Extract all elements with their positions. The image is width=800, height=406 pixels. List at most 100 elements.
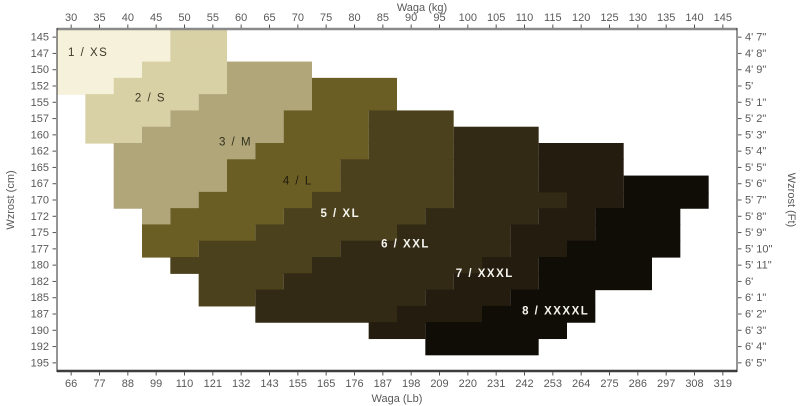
left-tick-label: 150 — [31, 64, 49, 76]
bottom-tick-label: 275 — [600, 378, 618, 390]
left-tick-label: 195 — [31, 357, 49, 369]
size-region-xxxl — [538, 208, 596, 226]
right-tick-label: 5' 8" — [745, 211, 766, 223]
bottom-tick-label: 88 — [122, 378, 134, 390]
size-region-xl — [170, 257, 312, 274]
size-region-l — [142, 224, 256, 242]
top-tick-label: 135 — [657, 12, 675, 24]
size-region-m — [142, 126, 284, 144]
size-region-xl — [198, 240, 341, 258]
bottom-tick-label: 308 — [685, 378, 703, 390]
size-region-l — [198, 191, 312, 209]
size-region-xxxl — [453, 273, 539, 291]
left-tick-label: 147 — [31, 48, 49, 60]
bottom-tick-label: 264 — [572, 378, 590, 390]
top-tick-label: 105 — [487, 12, 505, 24]
top-tick-label: 85 — [377, 12, 389, 24]
top-tick-label: 75 — [320, 12, 332, 24]
left-tick-label: 165 — [31, 162, 49, 174]
size-region-xs — [57, 45, 171, 63]
top-tick-label: 45 — [150, 12, 162, 24]
size-region-xxxxl — [623, 191, 709, 209]
right-tick-label: 6' 3" — [745, 325, 766, 337]
size-region-l — [227, 159, 341, 177]
size-region-xxl — [453, 159, 539, 177]
top-tick-label: 80 — [348, 12, 360, 24]
size-region-xxl — [453, 143, 539, 160]
size-label-l: 4 / L — [283, 176, 313, 188]
size-label-xl: 5 / XL — [320, 208, 360, 220]
right-tick-label: 5' 10" — [745, 243, 773, 255]
size-label-m: 3 / M — [219, 136, 252, 148]
left-tick-label: 170 — [31, 195, 49, 207]
top-tick-label: 65 — [263, 12, 275, 24]
right-tick-label: 5' 11" — [745, 260, 772, 272]
bottom-tick-label: 253 — [544, 378, 562, 390]
size-region-l — [170, 208, 284, 226]
left-tick-label: 180 — [31, 260, 49, 272]
size-region-xxxxl — [425, 322, 567, 340]
size-region-xxl — [255, 289, 426, 307]
size-region-m — [170, 110, 284, 128]
size-region-l — [227, 175, 341, 193]
size-region-l — [312, 77, 397, 95]
size-region-l — [312, 94, 397, 112]
left-tick-label: 192 — [31, 341, 49, 353]
left-tick-label: 145 — [31, 32, 49, 44]
bottom-tick-label: 165 — [317, 378, 335, 390]
bottom-tick-label: 176 — [345, 378, 363, 390]
size-region-xl — [368, 110, 454, 128]
size-region-xxxl — [482, 257, 539, 274]
left-tick-label: 157 — [31, 113, 49, 125]
bottom-tick-label: 242 — [515, 378, 533, 390]
size-region-xxxxl — [567, 240, 681, 258]
size-region-xl — [368, 126, 454, 144]
bottom-tick-label: 297 — [657, 378, 675, 390]
size-region-xxl — [255, 305, 397, 323]
size-region-s — [85, 94, 199, 112]
size-region-m — [198, 94, 312, 112]
right-tick-label: 5' 9" — [745, 227, 766, 239]
top-tick-label: 115 — [544, 12, 562, 24]
right-tick-label: 6' 1" — [745, 292, 766, 304]
size-region-xxl — [453, 191, 567, 209]
left-tick-label: 162 — [31, 146, 49, 158]
size-region-xl — [340, 175, 454, 193]
left-tick-label: 182 — [31, 276, 49, 288]
top-tick-label: 35 — [93, 12, 105, 24]
size-region-xxxxl — [538, 257, 652, 274]
size-region-xxxxl — [538, 273, 652, 291]
bottom-tick-label: 231 — [487, 378, 505, 390]
size-label-xxl: 6 / XXL — [381, 239, 430, 251]
bottom-tick-label: 198 — [402, 378, 420, 390]
size-label-xxxxl: 8 / XXXXL — [522, 306, 589, 318]
size-region-xxxl — [510, 240, 567, 258]
left-tick-label: 187 — [31, 309, 49, 321]
bottom-axis-title: Waga (Lb) — [372, 393, 423, 405]
bottom-tick-label: 110 — [176, 378, 194, 390]
bottom-tick-label: 319 — [714, 378, 732, 390]
top-tick-label: 130 — [629, 12, 647, 24]
top-tick-label: 90 — [405, 12, 417, 24]
size-region-xxl — [453, 126, 539, 144]
size-region-xxl — [453, 175, 539, 193]
size-label-xs: 1 / XS — [68, 47, 108, 59]
size-region-xl — [283, 208, 426, 226]
top-tick-label: 55 — [207, 12, 219, 24]
size-region-l — [142, 240, 199, 258]
right-tick-label: 5' 7" — [745, 195, 766, 207]
right-tick-label: 6' 2" — [745, 309, 766, 321]
right-tick-label: 6' 5" — [745, 357, 766, 369]
size-region-m — [113, 143, 256, 160]
size-label-xxxl: 7 / XXXL — [456, 268, 514, 280]
bottom-tick-label: 77 — [93, 378, 105, 390]
top-tick-label: 145 — [714, 12, 732, 24]
size-region-s — [113, 77, 227, 95]
size-region-xs — [57, 29, 171, 46]
top-tick-label: 30 — [65, 12, 77, 24]
bottom-tick-label: 143 — [260, 378, 278, 390]
top-tick-label: 110 — [516, 12, 534, 24]
top-tick-label: 95 — [433, 12, 445, 24]
left-tick-label: 175 — [31, 227, 49, 239]
size-region-s — [142, 61, 227, 79]
